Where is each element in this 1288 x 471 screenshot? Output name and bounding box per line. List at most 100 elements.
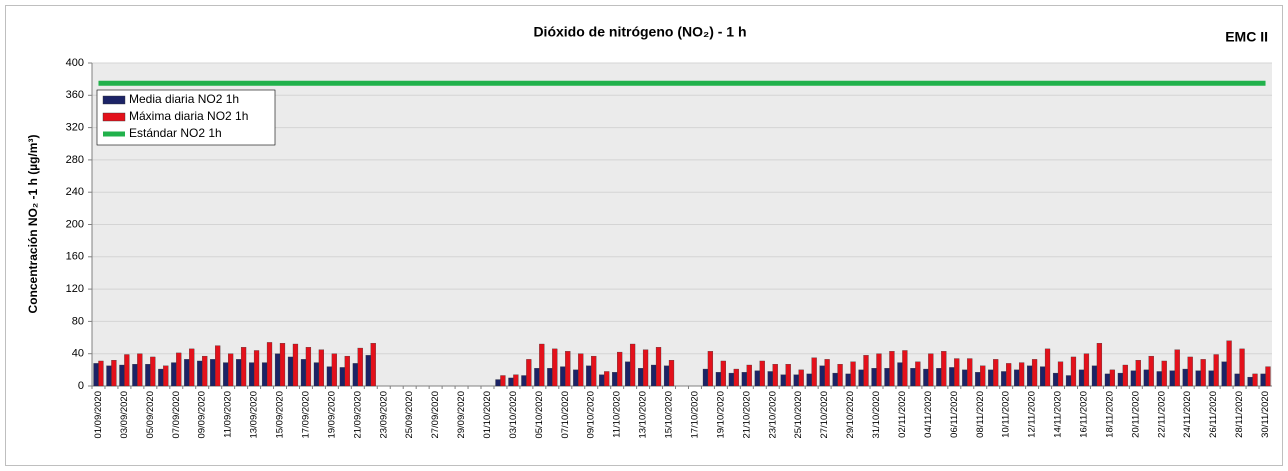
bar [962,369,968,387]
bar [292,343,299,387]
x-tick-label: 23/10/2020 [767,391,778,439]
bar [759,360,765,387]
bar [1104,373,1111,387]
bar [1052,372,1059,387]
bar [508,377,514,387]
bar [1096,343,1103,387]
y-tick-label: 160 [66,251,84,263]
bar [1031,359,1038,387]
bar [287,356,294,387]
bar [1187,356,1193,387]
y-tick-label: 400 [66,57,84,69]
bar [526,359,532,387]
x-tick-label: 11/09/2020 [223,391,234,438]
bar [1260,373,1266,387]
y-tick-label: 80 [72,315,84,327]
x-tick-label: 29/09/2020 [456,391,467,439]
bar [1057,361,1064,387]
y-tick-label: 360 [66,89,84,101]
bar [124,354,130,387]
bar [975,372,981,387]
bar [884,368,890,387]
bar [93,363,99,387]
bar [1014,369,1020,387]
bar [612,372,618,387]
bar [1239,348,1245,387]
bar [871,368,877,387]
bar [941,351,947,387]
bar [850,361,856,387]
bar [949,367,955,387]
x-tick-label: 17/10/2020 [689,391,700,439]
bar [832,372,838,387]
y-tick-label: 200 [66,218,84,230]
bar [811,357,817,387]
bar [936,368,942,387]
x-tick-label: 23/09/2020 [378,391,389,439]
bar [599,374,605,387]
x-tick-label: 08/11/2020 [975,391,986,438]
legend-label: Máxima diaria NO2 1h [129,109,248,123]
bar [1226,340,1232,387]
bar [189,348,195,387]
bar [253,350,260,387]
bar [1070,356,1077,387]
bar [521,375,527,387]
bar [365,355,371,387]
bar [902,350,908,387]
bar [500,375,506,387]
bar [228,353,234,387]
x-tick-label: 14/11/2020 [1053,391,1064,438]
x-tick-label: 20/11/2020 [1130,391,1141,438]
x-tick-label: 09/09/2020 [197,391,208,439]
x-tick-label: 18/11/2020 [1104,391,1115,438]
bar [305,347,312,387]
x-tick-label: 16/11/2020 [1078,391,1089,438]
bar [578,353,584,387]
y-tick-label: 280 [66,154,84,166]
bar [715,372,722,387]
bar [668,360,675,387]
bar [772,364,778,387]
bar [1265,366,1271,387]
bar [1169,370,1175,387]
bar [111,360,117,387]
x-tick-label: 26/11/2020 [1208,391,1219,438]
bar [806,373,812,387]
bar [785,364,791,387]
bar [352,363,358,387]
bar [513,374,519,387]
bar [845,373,851,387]
bar [733,368,739,387]
x-tick-label: 19/09/2020 [326,391,337,439]
y-tick-label: 0 [78,380,84,392]
x-tick-label: 15/10/2020 [664,391,675,439]
x-tick-label: 13/10/2020 [638,391,649,439]
bar [560,366,566,387]
bar [249,362,255,387]
bar [642,349,649,387]
bar [954,358,960,387]
x-tick-label: 03/10/2020 [508,391,519,439]
x-tick-label: 19/10/2020 [715,391,726,439]
bar [215,345,221,387]
bar [707,351,714,387]
bar [1213,354,1219,387]
bar [741,372,747,387]
bar [1221,361,1227,387]
bar [754,370,760,387]
bar [1122,364,1128,387]
bar [988,369,994,387]
x-tick-label: 11/10/2020 [612,391,623,438]
bar [150,356,156,387]
bar [650,364,657,387]
x-tick-label: 07/09/2020 [171,391,182,439]
bar [331,353,337,387]
x-tick-label: 01/10/2020 [482,391,493,439]
bar [967,358,973,387]
bar [1247,376,1253,387]
bar [586,365,592,387]
x-tick-label: 13/09/2020 [249,391,260,439]
bar [993,359,999,387]
bar [1117,372,1124,387]
